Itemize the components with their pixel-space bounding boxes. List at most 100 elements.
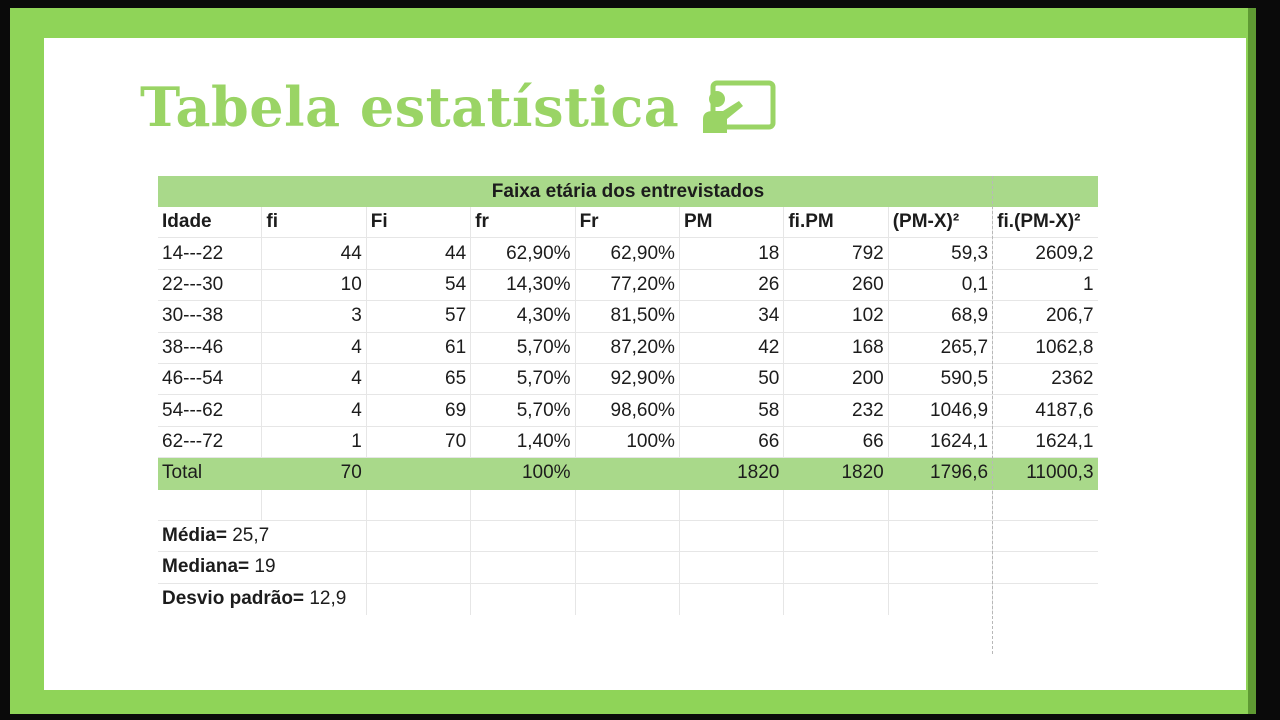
mediana-value: 19: [254, 556, 275, 578]
table-cell: 200: [784, 364, 888, 395]
table-cell: 62,90%: [471, 238, 575, 269]
table-cell: 5,70%: [471, 364, 575, 395]
table-cell: 590,5: [889, 364, 993, 395]
age-range-cell: 22---30: [158, 270, 262, 301]
empty-cell: [367, 521, 471, 552]
table-row: 54---62 4 69 5,70% 98,60% 58 232 1046,9 4187,6: [158, 395, 1098, 426]
empty-cell: [889, 584, 993, 615]
table-cell: 34: [680, 301, 784, 332]
table-cell: 5,70%: [471, 395, 575, 426]
empty-cell: [576, 584, 680, 615]
empty-cell: [784, 552, 888, 583]
table-cell: 59,3: [889, 238, 993, 269]
header-cell: fi.(PM-X)²: [993, 207, 1097, 238]
empty-cell: [471, 584, 575, 615]
table-body: 14---22 44 44 62,90% 62,90% 18 792 59,3 2609,2 22…: [158, 238, 1098, 458]
table-cell: 4187,6: [993, 395, 1097, 426]
empty-cell: [471, 521, 575, 552]
total-cell: Total: [158, 458, 262, 489]
table-cell: 3: [262, 301, 366, 332]
empty-cell: [889, 521, 993, 552]
empty-cell: [993, 552, 1097, 583]
empty-cell: [784, 584, 888, 615]
table-cell: 50: [680, 364, 784, 395]
empty-cell: [367, 490, 471, 521]
empty-cell: [680, 490, 784, 521]
header-cell: Fi: [367, 207, 471, 238]
table-cell: 4: [262, 364, 366, 395]
table-cell: 260: [784, 270, 888, 301]
empty-cell: [158, 490, 262, 521]
empty-cell: [889, 490, 993, 521]
table-cell: 100%: [576, 427, 680, 458]
table-cell: 0,1: [889, 270, 993, 301]
mediana-cell: Mediana= 19: [158, 552, 367, 583]
empty-cell: [367, 552, 471, 583]
empty-cell: [471, 490, 575, 521]
column-divider: [992, 176, 993, 654]
table-row: 38---46 4 61 5,70% 87,20% 42 168 265,7 1062,8: [158, 333, 1098, 364]
desvio-value: 12,9: [309, 588, 346, 610]
header-cell: Idade: [158, 207, 262, 238]
table-title: Faixa etária dos entrevistados: [158, 176, 1098, 207]
slide-frame-edge: [1248, 8, 1256, 714]
empty-cell: [993, 490, 1097, 521]
table-cell: 5,70%: [471, 333, 575, 364]
media-label: Média=: [162, 525, 227, 547]
empty-cell: [471, 552, 575, 583]
table-cell: 44: [262, 238, 366, 269]
header-cell: fi: [262, 207, 366, 238]
table-cell: 1: [262, 427, 366, 458]
table-row: 62---72 1 70 1,40% 100% 66 66 1624,1 1624,1: [158, 427, 1098, 458]
table-cell: 2362: [993, 364, 1097, 395]
table-cell: 206,7: [993, 301, 1097, 332]
table-cell: 2609,2: [993, 238, 1097, 269]
table-cell: 66: [784, 427, 888, 458]
table-cell: 92,90%: [576, 364, 680, 395]
presenter-board-icon: [699, 79, 777, 135]
table-row: 14---22 44 44 62,90% 62,90% 18 792 59,3 2609,2: [158, 238, 1098, 269]
header-cell: fi.PM: [784, 207, 888, 238]
empty-cell: [993, 584, 1097, 615]
desvio-label: Desvio padrão=: [162, 588, 304, 610]
age-range-cell: 62---72: [158, 427, 262, 458]
table-cell: 68,9: [889, 301, 993, 332]
table-cell: 77,20%: [576, 270, 680, 301]
empty-cell: [576, 490, 680, 521]
table-cell: 1624,1: [993, 427, 1097, 458]
header-cell: (PM-X)²: [889, 207, 993, 238]
total-cell: [367, 458, 471, 489]
table-cell: 62,90%: [576, 238, 680, 269]
table-row: 30---38 3 57 4,30% 81,50% 34 102 68,9 206,7: [158, 301, 1098, 332]
table-row: 46---54 4 65 5,70% 92,90% 50 200 590,5 2362: [158, 364, 1098, 395]
table-cell: 98,60%: [576, 395, 680, 426]
table-cell: 26: [680, 270, 784, 301]
table-cell: 58: [680, 395, 784, 426]
table-cell: 54: [367, 270, 471, 301]
table-cell: 70: [367, 427, 471, 458]
age-range-cell: 54---62: [158, 395, 262, 426]
empty-cell: [262, 490, 366, 521]
total-cell: 1820: [784, 458, 888, 489]
empty-cell: [889, 552, 993, 583]
total-row: Total 70 100% 1820 1820 1796,6 11000,3: [158, 458, 1098, 489]
desvio-cell: Desvio padrão= 12,9: [158, 584, 367, 615]
summary-row-desvio: Desvio padrão= 12,9: [158, 584, 1098, 615]
total-cell: 1796,6: [889, 458, 993, 489]
summary-row-mediana: Mediana= 19: [158, 552, 1098, 583]
age-range-cell: 38---46: [158, 333, 262, 364]
table-cell: 265,7: [889, 333, 993, 364]
empty-cell: [680, 584, 784, 615]
header-cell: Fr: [576, 207, 680, 238]
table-row: 22---30 10 54 14,30% 77,20% 26 260 0,1 1: [158, 270, 1098, 301]
title-area: Tabela estatística: [140, 72, 777, 142]
stats-table: Faixa etária dos entrevistados Idade fi …: [158, 176, 1098, 615]
total-cell: 70: [262, 458, 366, 489]
empty-cell: [680, 552, 784, 583]
summary-row-media: Média= 25,7: [158, 521, 1098, 552]
empty-cell: [680, 521, 784, 552]
total-cell: 11000,3: [993, 458, 1097, 489]
empty-cell: [784, 521, 888, 552]
table-cell: 42: [680, 333, 784, 364]
table-cell: 102: [784, 301, 888, 332]
